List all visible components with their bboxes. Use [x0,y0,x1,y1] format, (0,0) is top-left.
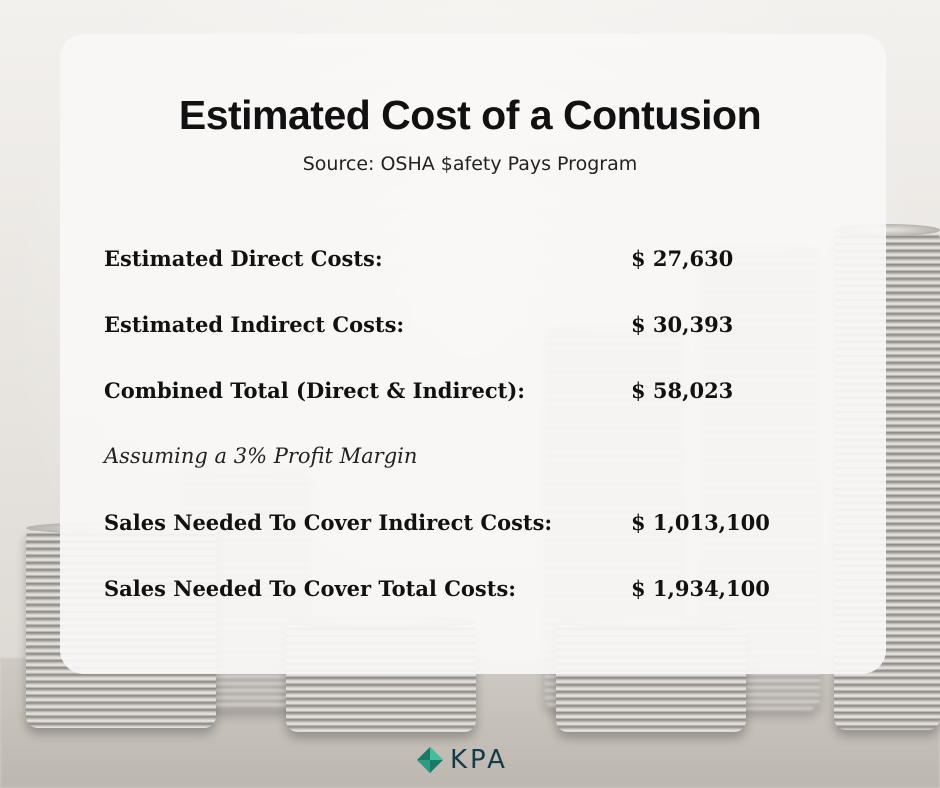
page-title: Estimated Cost of a Contusion [178,92,762,138]
sales-indirect-value: $ 1,013,100 [631,510,770,535]
sales-total-label: Sales Needed To Cover Total Costs: [104,576,517,601]
combined-total-label: Combined Total (Direct & Indirect): [104,378,526,403]
kpa-logo: KPA [416,743,508,777]
info-card [60,34,886,674]
profit-margin-note: Assuming a 3% Profit Margin [104,444,418,468]
logo-text: KPA [450,745,508,775]
combined-total-value: $ 58,023 [631,378,734,403]
source-subtitle: Source: OSHA $afety Pays Program [302,153,638,175]
direct-costs-value: $ 27,630 [631,246,734,271]
direct-costs-label: Estimated Direct Costs: [104,246,383,271]
kpa-diamond-icon [417,747,443,773]
indirect-costs-value: $ 30,393 [631,312,734,337]
sales-total-value: $ 1,934,100 [631,576,770,601]
sales-indirect-label: Sales Needed To Cover Indirect Costs: [104,510,553,535]
indirect-costs-label: Estimated Indirect Costs: [104,312,405,337]
